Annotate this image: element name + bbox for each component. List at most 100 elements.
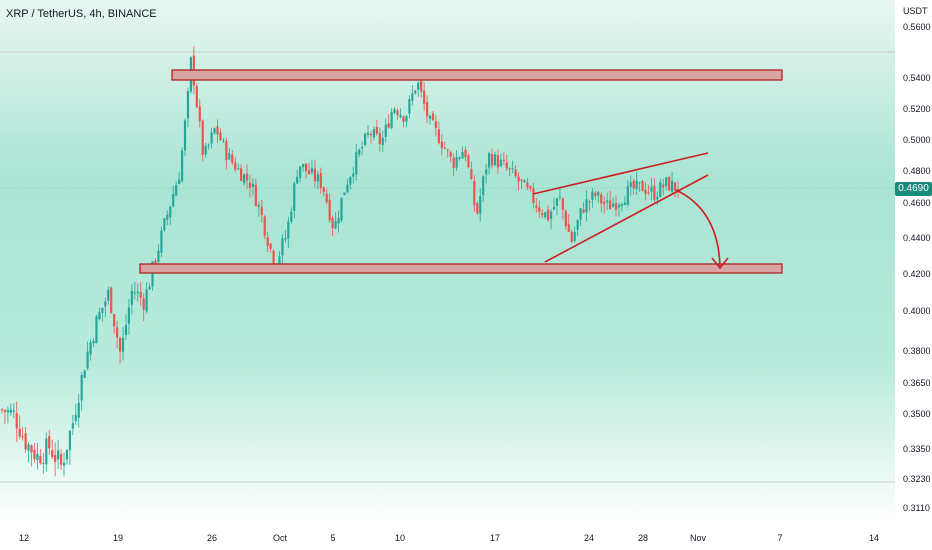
x-tick-label: 10 [395,533,405,543]
candle-body [287,221,290,239]
candle-body [417,82,420,90]
support-zone[interactable] [139,263,783,274]
candle-body [423,90,426,104]
candle-body [180,150,184,181]
candle-body [316,174,319,182]
candle-body [378,132,381,144]
candle-body [290,211,293,222]
candle-body [302,163,305,168]
candle-body [653,185,656,200]
candle-body [12,410,15,412]
candle-body [408,99,411,114]
wedge-lower-line[interactable] [544,174,709,263]
candle-body [89,342,92,355]
candle-body [567,224,570,233]
candle-body [74,415,77,422]
candle-body [248,182,252,188]
candle-body [340,197,343,221]
y-tick-label: 0.4600 [903,198,931,208]
candle-body [110,287,113,313]
candle-body [576,220,579,230]
candle-body [620,204,624,207]
candle-body [670,181,674,192]
candle-body [372,129,376,138]
candle-body [6,410,10,413]
candle-body [83,370,86,378]
candle-body [464,149,467,158]
candle-body [56,450,60,460]
candle-body [118,337,122,352]
candle-body [549,211,553,219]
candle-body [80,374,83,401]
candle-body [328,199,331,221]
candle-body [452,157,455,168]
candle-body [402,116,405,122]
candle-body [198,106,201,122]
candle-body [381,138,384,145]
candle-body [183,120,187,151]
candle-body [116,327,119,338]
y-axis: 0.5600 0.5400 0.5200 0.5000 0.4800 0.4600 0.44… [903,22,931,513]
candle-body [606,200,609,203]
candle-body [443,147,446,149]
candle-body [561,198,564,211]
candle-body [207,144,210,146]
candle-body [104,301,107,307]
candle-body [24,433,27,450]
axis-unit: USDT [903,6,928,16]
candle-body [511,168,514,170]
candle-body [479,195,482,214]
candle-body [251,183,255,187]
candle-body [136,291,139,294]
candle-body [157,250,160,263]
candle-body [68,431,71,451]
candle-body [411,93,414,101]
candle-body [166,214,169,220]
candle-body [514,169,517,177]
candle-body [499,159,502,167]
candle-body [384,124,387,137]
candle-body [485,169,488,175]
candle-body [257,204,260,207]
candle-body [641,180,644,192]
candle-body [225,140,228,161]
candle-body [461,151,464,159]
candle-body [665,177,668,187]
x-tick-label: 28 [638,533,648,543]
candle-body [27,444,30,451]
x-tick-label: Nov [690,533,707,543]
candle-body [487,153,491,168]
candle-body [420,81,423,92]
candle-body [473,180,476,206]
x-tick-label: Oct [273,533,288,543]
candle-body [337,217,340,224]
candle-body [231,154,234,163]
candle-body [455,157,458,168]
last-price-tag: 0.4690 [895,182,932,196]
resistance-zone[interactable] [171,69,783,81]
candle-body [591,191,594,200]
candle-body [585,199,588,213]
candle-body [523,180,526,183]
candle-body [293,183,296,211]
wedge-upper-line[interactable] [532,152,709,195]
candle-body [201,120,204,155]
candle-body [145,289,148,312]
candle-body [325,193,328,203]
candle-body [558,197,562,199]
candle-body [219,132,222,141]
y-tick-label: 0.3500 [903,409,931,419]
candle-body [36,453,39,460]
candle-body [234,162,237,170]
candle-body [77,402,80,418]
candle-body [213,128,216,134]
candle-body [361,146,364,149]
candle-body [266,236,269,247]
candle-body [48,436,51,449]
candle-body [508,168,511,170]
candle-body [133,292,136,294]
candle-body [623,202,626,206]
candle-body [204,146,207,155]
candle-body [0,409,4,411]
